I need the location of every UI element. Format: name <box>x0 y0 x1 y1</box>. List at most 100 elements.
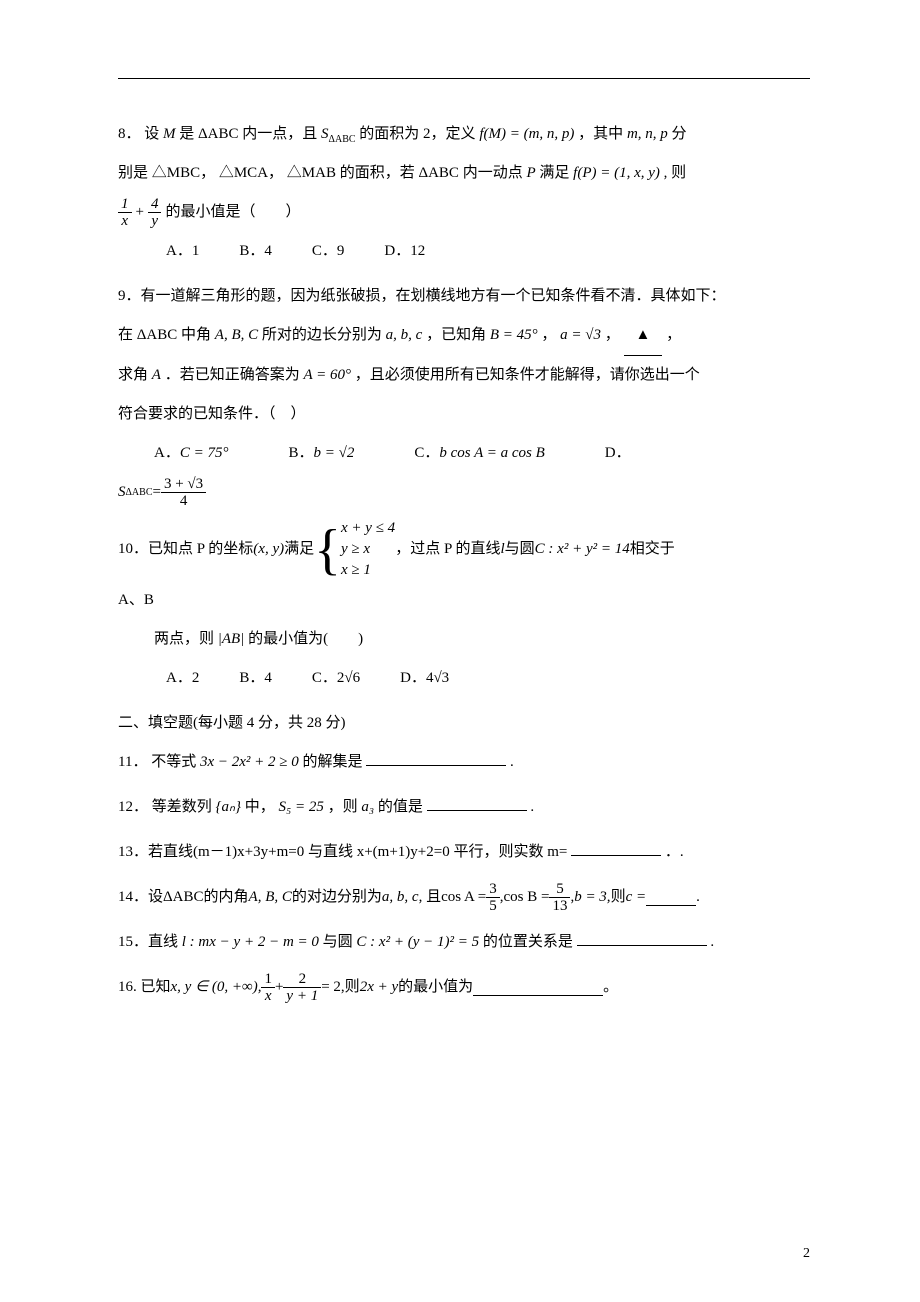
plus: + <box>136 193 144 232</box>
q8-text: 8． 设 <box>118 126 159 142</box>
q16-end: 。 <box>603 968 618 1007</box>
q14-b3: b = 3, <box>574 878 610 917</box>
q11-t: 11． 不等式 <box>118 754 196 770</box>
q10-AB: |AB| <box>218 631 245 647</box>
q8-text: 的最小值是（ ） <box>165 193 300 232</box>
q15-t: 的位置关系是 <box>483 934 573 950</box>
q8-fM: f(M) = (m, n, p) <box>479 126 574 142</box>
q14-then: 则 <box>611 878 626 917</box>
q10-t: ，过点 P 的直线 <box>395 530 500 569</box>
q10-c: C．2√6 <box>312 659 360 698</box>
q14-t: 14．设 <box>118 878 163 917</box>
q9-ABC: ΔABC <box>137 327 178 343</box>
q13-t: 13．若直线(m－1)x+3y+m=0 与直线 x+(m+1)y+2=0 平行，… <box>118 844 567 860</box>
q14-t: , 且 <box>419 878 442 917</box>
q9-t: 求角 <box>118 367 148 383</box>
question-8: 8． 设 M 是 ΔABC 内一点，且 SΔABC 的面积为 2，定义 f(M)… <box>118 115 810 271</box>
q11-expr: 3x − 2x² + 2 ≥ 0 <box>200 754 299 770</box>
q14-f1: 35 <box>486 881 500 915</box>
q9-t: ， <box>605 327 620 343</box>
q15-blank <box>577 930 707 946</box>
q10-t: 10．已知点 P 的坐标 <box>118 530 253 569</box>
q8-text: ，其中 <box>578 126 623 142</box>
q16-dom: x, y ∈ (0, +∞), <box>171 968 262 1007</box>
q13-blank <box>571 840 661 856</box>
q11-end: . <box>510 754 514 770</box>
page-number: 2 <box>803 1236 810 1272</box>
q14-blank <box>646 890 696 906</box>
q10-t: 满足 <box>284 530 314 569</box>
q9-l4: 符合要求的已知条件．（ ） <box>118 395 810 434</box>
q9-t: ，且必须使用所有已知条件才能解得，请你选出一个 <box>355 367 700 383</box>
q15-end: . <box>710 934 714 950</box>
q8-text: 内一动点 <box>463 165 523 181</box>
q15-l: l : mx − y + 2 − m = 0 <box>182 934 319 950</box>
q12-a3: a₃ <box>361 799 374 815</box>
question-9: 9．有一道解三角形的题，因为纸张破损，在划横线地方有一个已知条件看不清．具体如下… <box>118 277 810 512</box>
q9-opt-d: D． <box>605 434 631 473</box>
q14-t: 的对边分别为 <box>292 878 382 917</box>
q8-ABC: ΔABC <box>198 126 239 142</box>
q9-a: a = √3 <box>560 327 601 343</box>
q8-S: SΔABC <box>321 126 356 142</box>
q12-t: 中， <box>245 799 275 815</box>
q9-t: 中角 <box>181 327 211 343</box>
q12-t: 12． 等差数列 <box>118 799 212 815</box>
q10-system: { x + y ≤ 4 y ≥ x x ≥ 1 <box>314 518 395 581</box>
q9-l1: 9．有一道解三角形的题，因为纸张破损，在划横线地方有一个已知条件看不清．具体如下… <box>118 277 810 316</box>
q12-t: 的值是 <box>378 799 423 815</box>
q9-abc: a, b, c <box>386 327 423 343</box>
q9-A60: A = 60° <box>303 367 351 383</box>
q16-min: 的最小值为 <box>398 968 473 1007</box>
q10-t: 与圆 <box>505 530 535 569</box>
q8-text: 内一点，且 <box>242 126 317 142</box>
q9-blank: ▲ <box>624 316 663 356</box>
q15-t: 与圆 <box>323 934 353 950</box>
q16-eqe: = 2, <box>321 968 344 1007</box>
q8-P: P <box>526 165 535 181</box>
q8-text: 别是 △MBC， △MCA， △MAB 的面积，若 <box>118 165 415 181</box>
q16-f2: 2y + 1 <box>283 971 321 1005</box>
q10-t: 的最小值为( ) <box>248 631 363 647</box>
q16-t: 16. 已知 <box>118 968 171 1007</box>
q8-ABC2: ΔABC <box>418 165 459 181</box>
q14-ceq: c = <box>626 878 647 917</box>
q16-f1: 1x <box>261 971 275 1005</box>
q14-cosB: cos B = <box>503 878 549 917</box>
question-13: 13．若直线(m－1)x+3y+m=0 与直线 x+(m+1)y+2=0 平行，… <box>118 833 810 872</box>
q8-frac2: 4y <box>148 196 162 230</box>
q9-t: ， <box>666 327 681 343</box>
q8-opt-c: C．9 <box>312 232 345 271</box>
q9-B45: B = 45° <box>490 327 538 343</box>
q11-blank <box>366 750 506 766</box>
q12-blank <box>427 795 527 811</box>
q8-text: 满足 <box>539 165 569 181</box>
question-10: 10．已知点 P 的坐标 (x, y) 满足 { x + y ≤ 4 y ≥ x… <box>118 518 810 698</box>
q8-mnp: m, n, p <box>627 126 668 142</box>
q14-end: . <box>696 878 700 917</box>
q9-opt-b: B．b = √2 <box>288 434 354 473</box>
q14-abc: ΔABC <box>163 878 204 917</box>
q11-t: 的解集是 <box>303 754 363 770</box>
q9-t: 所对的边长分别为 <box>262 327 382 343</box>
q9-d-S: S <box>118 473 126 512</box>
q8-opt-b: B．4 <box>239 232 272 271</box>
q14-cosA: cos A = <box>441 878 486 917</box>
q8-text: 是 <box>179 126 194 142</box>
q12-t: ，则 <box>328 799 358 815</box>
q16-expr: 2x + y <box>360 968 398 1007</box>
q16-plus: + <box>275 968 283 1007</box>
q12-an: {aₙ} <box>216 799 241 815</box>
q10-circle: C : x² + y² = 14 <box>535 530 630 569</box>
q8-opt-a: A．1 <box>166 232 199 271</box>
q13-end: ．. <box>665 844 684 860</box>
q9-A: A <box>152 367 161 383</box>
question-14: 14．设 ΔABC 的内角 A, B, C 的对边分别为 a, b, c , 且… <box>118 878 810 917</box>
q8-fP: f(P) = (1, x, y) <box>573 165 660 181</box>
q9-t: 在 <box>118 327 133 343</box>
q12-s5: S₅ = 25 <box>279 799 324 815</box>
q12-end: . <box>530 799 534 815</box>
q10-b: B．4 <box>239 659 272 698</box>
q8-opt-d: D．12 <box>384 232 425 271</box>
q10-d: D．4√3 <box>400 659 449 698</box>
